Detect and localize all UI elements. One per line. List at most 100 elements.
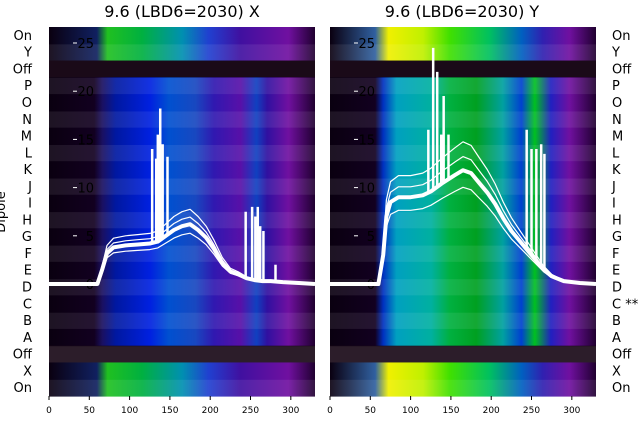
dipole-label: Off — [612, 348, 632, 363]
heatmap-row — [330, 43, 596, 62]
y-tick-label: 25 — [358, 37, 375, 52]
dipole-label: N — [22, 113, 32, 128]
heatmap-row — [330, 228, 596, 246]
heatmap-row — [330, 245, 596, 263]
dipole-label: D — [22, 280, 32, 295]
x-tick-label: 150 — [161, 406, 178, 416]
dipole-label: P — [24, 79, 32, 94]
y-tick-label: 20 — [358, 85, 375, 100]
chart-title-x: 9.6 (LBD6=2030) X — [104, 2, 260, 21]
heatmap-row — [330, 177, 596, 196]
dipole-label: O — [612, 96, 622, 111]
x-tick-label: 0 — [46, 406, 52, 416]
y-axis-label: Dipole — [0, 191, 9, 232]
heatmap-row — [330, 295, 596, 313]
chart-title-y: 9.6 (LBD6=2030) Y — [385, 2, 540, 21]
overlay-trace — [330, 186, 597, 285]
x-tick-label: 50 — [365, 406, 377, 416]
y-tick-label: 5 — [367, 230, 375, 245]
dipole-label: C ** — [612, 297, 639, 312]
heatmap-row — [330, 77, 596, 95]
dipole-label: E — [24, 264, 32, 279]
dipole-label: On — [612, 381, 630, 396]
dipole-label: I — [28, 197, 32, 212]
heatmap-row — [330, 144, 596, 162]
heatmap-row — [49, 228, 315, 246]
dipole-label: H — [612, 213, 622, 228]
dipole-label: On — [14, 381, 32, 396]
x-tick-label: 150 — [442, 406, 459, 416]
heatmap-row — [49, 27, 315, 45]
dipole-label: F — [612, 247, 619, 262]
dipole-label: A — [612, 331, 621, 346]
heatmap-row — [49, 328, 315, 347]
heatmap-row — [49, 144, 315, 162]
dipole-label: H — [22, 213, 32, 228]
heatmap-row — [49, 177, 315, 196]
dipole-label: K — [23, 163, 32, 178]
heatmap-row — [49, 94, 315, 112]
heatmap-row — [49, 245, 315, 263]
dipole-label: Y — [611, 46, 620, 61]
x-tick-label: 200 — [202, 406, 219, 416]
dipole-label: X — [612, 364, 621, 379]
heatmap-row — [49, 161, 315, 179]
heatmap-row — [49, 194, 315, 213]
dipole-label: G — [612, 230, 622, 245]
heatmap-row — [49, 362, 315, 380]
heatmap-row — [49, 261, 315, 280]
heatmap-row — [49, 345, 315, 364]
dipole-label: M — [21, 130, 32, 145]
y-tick-label: 5 — [86, 230, 94, 245]
dipole-label: D — [612, 280, 622, 295]
x-tick-label: 0 — [327, 406, 333, 416]
dipole-label: F — [25, 247, 32, 262]
heatmap-row — [330, 312, 596, 330]
dipole-label: M — [612, 130, 623, 145]
dipole-label: Off — [612, 62, 632, 77]
x-tick-label: 300 — [563, 406, 580, 416]
dipole-label: N — [612, 113, 622, 128]
dipole-label: Off — [13, 62, 33, 77]
heatmap-row — [330, 362, 596, 380]
dipole-label: E — [612, 264, 620, 279]
dipole-label: A — [23, 331, 32, 346]
dipole-label: P — [612, 79, 620, 94]
dipole-label: Off — [13, 348, 33, 363]
dipole-label: J — [27, 180, 32, 195]
heatmap-row — [49, 127, 315, 146]
x-tick-label: 50 — [84, 406, 96, 416]
heatmap-row — [49, 110, 315, 129]
y-tick-label: 10 — [358, 182, 375, 197]
overlay-trace — [49, 232, 316, 285]
dipole-label: I — [612, 197, 616, 212]
x-tick-label: 250 — [242, 406, 259, 416]
heatmap-row — [49, 43, 315, 62]
heatmap-row — [49, 379, 315, 397]
heatmap-row — [330, 110, 596, 129]
x-tick-label: 300 — [282, 406, 299, 416]
x-tick-label: 100 — [402, 406, 419, 416]
heatmap-row — [330, 194, 596, 213]
heatmap-row — [49, 211, 315, 229]
dipole-label: C — [23, 297, 32, 312]
dipole-label: On — [14, 29, 32, 44]
heatmap-row — [330, 27, 596, 45]
heatmap-row — [49, 295, 315, 313]
dipole-label: L — [25, 146, 33, 161]
y-tick-label: 15 — [358, 133, 375, 148]
x-tick-label: 250 — [523, 406, 540, 416]
dipole-label: J — [611, 180, 616, 195]
y-tick-label: 15 — [77, 133, 94, 148]
overlay-trace — [330, 168, 597, 286]
dipole-label: B — [23, 314, 32, 329]
heatmap-row — [49, 60, 315, 78]
heatmap-row — [49, 278, 315, 296]
y-tick-label: 25 — [77, 37, 94, 52]
dipole-label: X — [23, 364, 32, 379]
heatmap-row — [330, 261, 596, 280]
